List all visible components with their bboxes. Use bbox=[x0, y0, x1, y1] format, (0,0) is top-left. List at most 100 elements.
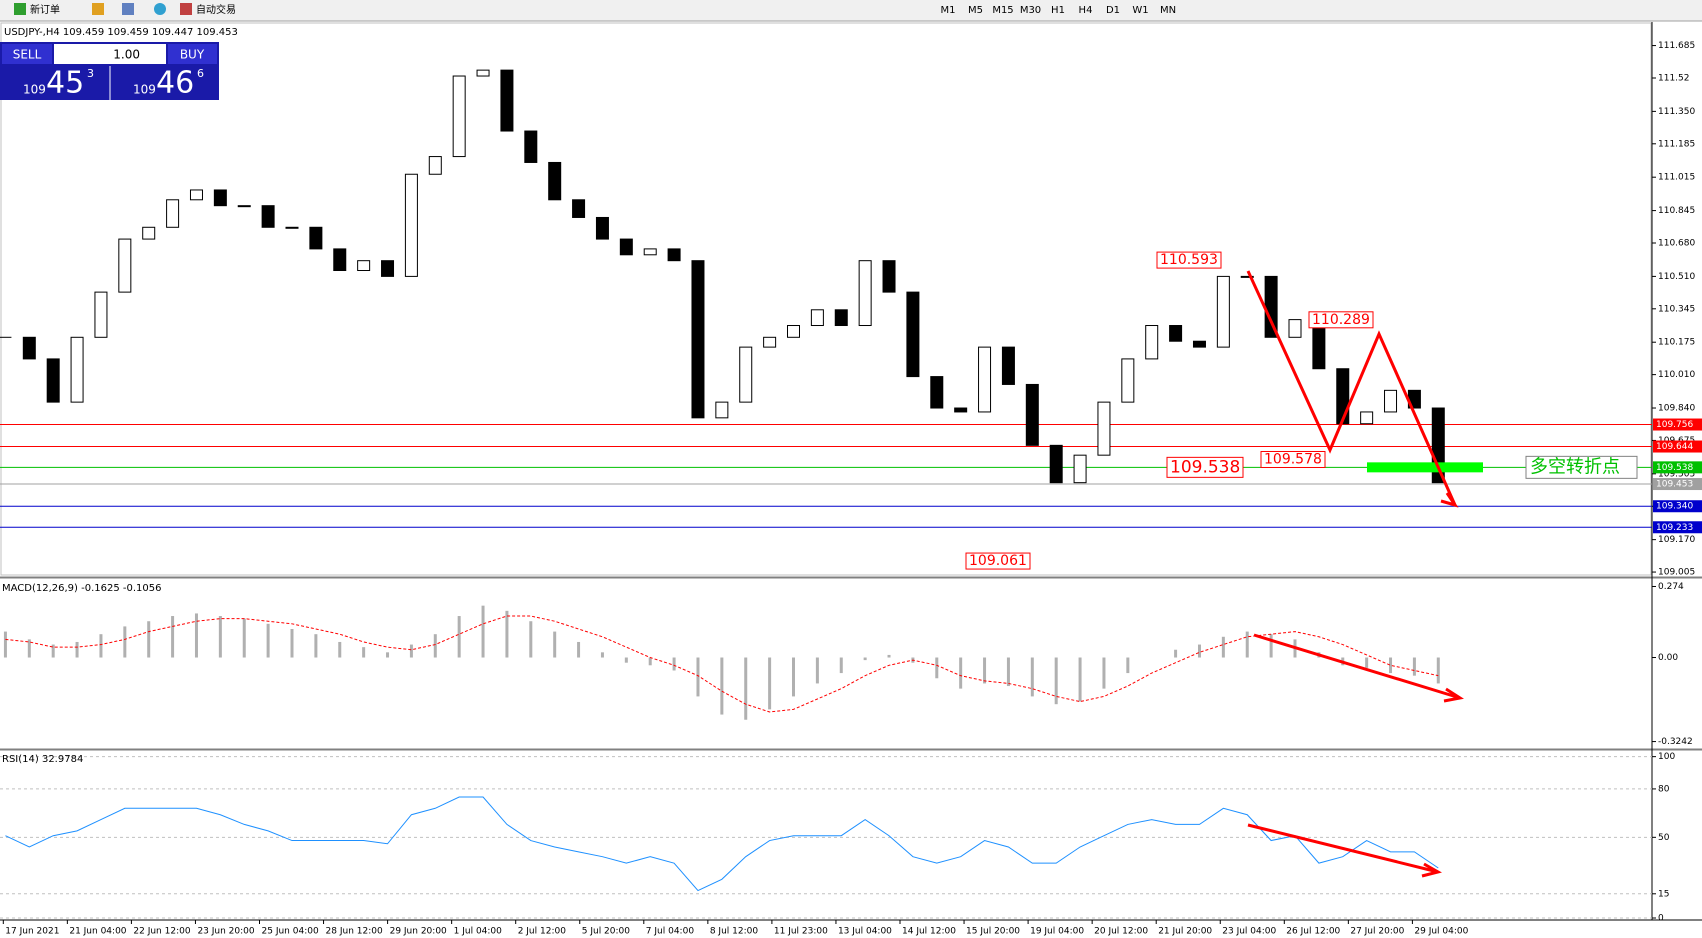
rsi-label: RSI(14) 32.9784 bbox=[2, 754, 83, 765]
timeframe-button[interactable]: M30 bbox=[1020, 5, 1041, 16]
candle bbox=[1001, 346, 1015, 385]
macd-bar bbox=[839, 657, 843, 674]
timeframe-button[interactable]: M15 bbox=[992, 5, 1013, 16]
level-label: 109.233 bbox=[1656, 523, 1693, 533]
bid-pips[interactable]: 45 bbox=[46, 66, 84, 101]
macd-bar bbox=[1412, 657, 1416, 676]
tool-icon[interactable] bbox=[154, 3, 166, 15]
bid-big[interactable]: 109 bbox=[23, 83, 46, 97]
candle bbox=[166, 199, 180, 228]
candle bbox=[595, 216, 609, 240]
candle bbox=[500, 69, 514, 132]
macd-bar bbox=[338, 641, 342, 658]
x-tick-label: 11 Jul 23:00 bbox=[774, 927, 828, 937]
candle bbox=[285, 226, 299, 229]
macd-bar bbox=[935, 657, 939, 679]
y-tick-label: 109.005 bbox=[1658, 568, 1695, 578]
timeframe-button[interactable]: H4 bbox=[1079, 5, 1093, 16]
buy-label[interactable]: BUY bbox=[180, 48, 205, 62]
macd-bar bbox=[768, 657, 772, 710]
timeframe-button[interactable]: MN bbox=[1160, 5, 1176, 16]
x-tick-label: 19 Jul 04:00 bbox=[1030, 927, 1084, 937]
macd-bar bbox=[696, 657, 700, 697]
macd-bar bbox=[433, 634, 437, 658]
macd-bar bbox=[27, 639, 31, 658]
macd-bar bbox=[1054, 657, 1058, 705]
level-label-bg bbox=[1653, 418, 1702, 431]
y-tick-label: 111.52 bbox=[1658, 73, 1690, 83]
candle bbox=[70, 336, 84, 403]
y-tick-label: 111.185 bbox=[1658, 139, 1695, 149]
bid-fraction[interactable]: 3 bbox=[87, 67, 94, 80]
macd-bar bbox=[457, 616, 461, 658]
macd-bar bbox=[553, 631, 557, 658]
timeframe-button[interactable]: M5 bbox=[968, 5, 983, 16]
y-tick-label: 50 bbox=[1658, 833, 1670, 843]
candle bbox=[834, 309, 848, 327]
macd-bar bbox=[242, 618, 246, 658]
candle bbox=[787, 325, 801, 338]
macd-bar bbox=[792, 657, 796, 697]
toolbar bbox=[0, 0, 1702, 21]
price-annotation: 110.289 bbox=[1312, 312, 1370, 328]
timeframe-button[interactable]: M1 bbox=[941, 5, 956, 16]
macd-bar bbox=[1030, 657, 1034, 697]
new-order-icon[interactable] bbox=[14, 3, 26, 15]
macd-bar bbox=[1174, 649, 1178, 658]
candle bbox=[357, 260, 371, 272]
candle bbox=[1025, 383, 1039, 446]
timeframe-button[interactable]: H1 bbox=[1051, 5, 1065, 16]
candle bbox=[1240, 275, 1254, 278]
new-order-button[interactable]: 新订单 bbox=[30, 3, 60, 16]
tool-icon[interactable] bbox=[92, 3, 104, 15]
auto-trading-icon[interactable] bbox=[180, 3, 192, 15]
candle bbox=[739, 346, 753, 403]
buy-button[interactable] bbox=[168, 44, 217, 64]
trade-panel: SELL 1.00 BUY 109 45 3 109 46 6 bbox=[0, 42, 219, 101]
macd-bar bbox=[529, 621, 533, 658]
lots-input[interactable] bbox=[54, 44, 166, 64]
macd-bar bbox=[1389, 657, 1393, 674]
ask-pips[interactable]: 46 bbox=[156, 66, 194, 101]
candle bbox=[1049, 444, 1063, 484]
macd-bar bbox=[266, 623, 270, 658]
level-label-bg bbox=[1653, 521, 1702, 534]
candle bbox=[858, 260, 872, 327]
macd-bar bbox=[959, 657, 963, 689]
candle bbox=[1360, 411, 1374, 425]
y-tick-label: 111.685 bbox=[1658, 41, 1695, 51]
x-tick-label: 20 Jul 12:00 bbox=[1094, 927, 1148, 937]
sell-button[interactable] bbox=[2, 44, 52, 64]
ask-fraction[interactable]: 6 bbox=[197, 67, 204, 80]
pivot-note-box bbox=[1525, 455, 1638, 479]
macd-bar bbox=[99, 634, 103, 658]
x-tick-label: 15 Jul 20:00 bbox=[966, 927, 1020, 937]
candle bbox=[1336, 368, 1350, 425]
candle bbox=[1288, 319, 1302, 338]
candle bbox=[118, 238, 132, 293]
macd-bar bbox=[123, 626, 127, 658]
price-annotation-box bbox=[1308, 311, 1374, 329]
x-tick-label: 28 Jun 12:00 bbox=[326, 927, 383, 937]
macd-bar bbox=[672, 657, 676, 671]
y-tick-label: 15 bbox=[1658, 889, 1669, 899]
candle bbox=[763, 336, 777, 348]
candle bbox=[954, 407, 968, 413]
lots-value[interactable]: 1.00 bbox=[113, 48, 140, 62]
x-tick-label: 29 Jul 04:00 bbox=[1414, 927, 1468, 937]
y-tick-label: 110.845 bbox=[1658, 206, 1695, 216]
tool-icon[interactable] bbox=[122, 3, 134, 15]
price-annotation-box bbox=[1166, 456, 1244, 478]
y-tick-label: 111.015 bbox=[1658, 173, 1695, 183]
macd-bar bbox=[1102, 657, 1106, 689]
level-label-bg bbox=[1653, 440, 1702, 453]
timeframe-button[interactable]: W1 bbox=[1132, 5, 1148, 16]
ask-big[interactable]: 109 bbox=[133, 83, 156, 97]
macd-bar bbox=[1126, 657, 1130, 674]
candle bbox=[810, 309, 824, 327]
timeframe-button[interactable]: D1 bbox=[1106, 5, 1120, 16]
auto-trading-button[interactable]: 自动交易 bbox=[196, 3, 236, 16]
sell-label[interactable]: SELL bbox=[13, 48, 42, 62]
pivot-marker bbox=[1367, 462, 1483, 473]
